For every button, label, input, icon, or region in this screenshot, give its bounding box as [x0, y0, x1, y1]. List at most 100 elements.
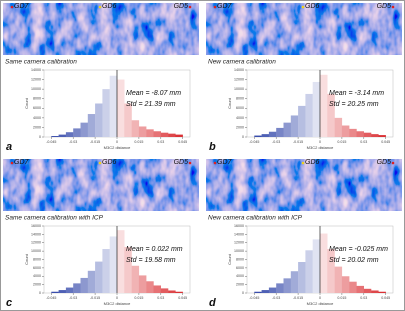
- x-tick-label: 0.015: [134, 140, 143, 144]
- std-text: Std = 20.02 mm: [329, 257, 379, 264]
- x-tick-label: 0.03: [157, 140, 164, 144]
- histogram-bar: [349, 128, 357, 137]
- caption: Same camera calibration: [5, 59, 77, 66]
- caption: New camera calibration: [208, 59, 276, 66]
- histogram-bar: [341, 125, 350, 137]
- y-axis-title: Count: [24, 253, 29, 265]
- histogram-bar: [117, 230, 125, 293]
- histogram-bar: [298, 262, 306, 293]
- y-tick-label: 6000: [236, 106, 244, 110]
- x-axis-title: M3C2 distance: [307, 301, 334, 306]
- x-tick-label: -0.045: [46, 296, 56, 300]
- histogram-bar: [87, 114, 96, 137]
- histogram-bar: [334, 266, 343, 293]
- marker-dot: [213, 161, 217, 165]
- histogram-bar: [65, 132, 74, 137]
- x-tick-label: -0.03: [272, 296, 280, 300]
- panel: GD7 GD6 GD5 Same camera calibration 0 2000 400…: [3, 3, 199, 153]
- y-tick-label: 16000: [31, 224, 41, 228]
- histogram-bar: [175, 134, 183, 137]
- x-axis-title: M3C2 distance: [104, 301, 131, 306]
- y-tick-label: 2000: [33, 125, 41, 129]
- y-tick-label: 12000: [31, 241, 41, 245]
- y-axis-title: Count: [227, 253, 232, 265]
- x-tick-label: 0.03: [360, 140, 367, 144]
- mean-text: Mean = -3.14 mm: [329, 90, 384, 97]
- histogram-bar: [378, 291, 386, 293]
- y-tick-label: 10000: [234, 249, 244, 253]
- y-tick-label: 8000: [33, 257, 41, 261]
- histogram-bar: [65, 287, 74, 293]
- histogram-bar: [276, 127, 284, 137]
- point-cloud-texture: [206, 3, 402, 55]
- histogram-bar: [363, 132, 372, 137]
- histogram-bar: [51, 136, 59, 137]
- y-axis-title: Count: [227, 97, 232, 109]
- histogram-bar: [102, 249, 110, 293]
- marker-dot: [98, 161, 102, 165]
- marker-label: GD5: [377, 3, 392, 10]
- point-cloud-texture: [206, 159, 402, 211]
- y-axis-title: Count: [24, 97, 29, 109]
- x-tick-label: -0.015: [293, 296, 303, 300]
- histogram-bar: [341, 276, 350, 293]
- x-tick-label: -0.015: [293, 140, 303, 144]
- x-tick-label: 0: [319, 296, 321, 300]
- histogram-bar: [363, 288, 372, 293]
- histogram-bar: [254, 135, 262, 137]
- histogram-bar: [290, 271, 299, 293]
- y-tick-label: 8000: [236, 97, 244, 101]
- y-tick-label: 16000: [234, 224, 244, 228]
- y-tick-label: 6000: [33, 266, 41, 270]
- y-tick-label: 12000: [31, 78, 41, 82]
- y-tick-label: 2000: [236, 125, 244, 129]
- std-text: Std = 21.39 mm: [126, 101, 176, 108]
- histogram-bar: [298, 105, 306, 137]
- histogram-bar: [124, 103, 132, 137]
- histogram-bar: [138, 275, 147, 293]
- y-tick-label: 6000: [236, 266, 244, 270]
- y-tick-label: 2000: [236, 283, 244, 287]
- x-axis-title: M3C2 distance: [307, 145, 334, 150]
- histogram-bar: [305, 93, 313, 137]
- x-tick-label: -0.045: [46, 140, 56, 144]
- panel: GD7 GD6 GD5 New camera calibration 0 2000 4000…: [206, 3, 402, 153]
- x-tick-label: -0.015: [90, 140, 100, 144]
- x-axis-title: M3C2 distance: [104, 145, 131, 150]
- x-tick-label: -0.045: [249, 140, 259, 144]
- histogram-bar: [327, 249, 335, 293]
- caption: Same camera calibration with ICP: [5, 215, 104, 222]
- histogram-bar: [124, 246, 132, 293]
- y-tick-label: 4000: [236, 274, 244, 278]
- histogram-bar: [371, 290, 379, 293]
- std-text: Std = 19.58 mm: [126, 257, 176, 264]
- histogram-bar: [305, 250, 313, 293]
- histogram-bar: [320, 74, 328, 137]
- histogram-bar: [153, 285, 161, 293]
- x-tick-label: -0.015: [90, 296, 100, 300]
- y-tick-label: 4000: [33, 274, 41, 278]
- mean-text: Mean = -8.07 mm: [126, 90, 181, 97]
- histogram-bar: [102, 89, 110, 137]
- histogram-bar: [58, 290, 67, 293]
- y-tick-label: 12000: [234, 241, 244, 245]
- marker-dot: [10, 5, 14, 9]
- marker-label: GD5: [174, 159, 189, 166]
- marker-dot: [98, 5, 102, 9]
- histogram-bar: [73, 128, 81, 137]
- marker-label: GD6: [305, 159, 320, 166]
- histogram-bar: [349, 281, 357, 293]
- histogram-bar: [117, 79, 125, 137]
- histogram-bar: [160, 132, 169, 137]
- y-tick-label: 4000: [33, 116, 41, 120]
- histogram-bar: [138, 126, 147, 137]
- x-tick-label: -0.03: [69, 296, 77, 300]
- histogram-bar: [327, 93, 335, 137]
- marker-dot: [391, 5, 395, 9]
- marker-dot: [391, 161, 395, 165]
- marker-dot: [301, 161, 305, 165]
- histogram-bar: [254, 291, 262, 293]
- y-tick-label: 14000: [31, 68, 41, 72]
- y-tick-label: 10000: [31, 87, 41, 91]
- point-cloud-texture: [3, 159, 199, 211]
